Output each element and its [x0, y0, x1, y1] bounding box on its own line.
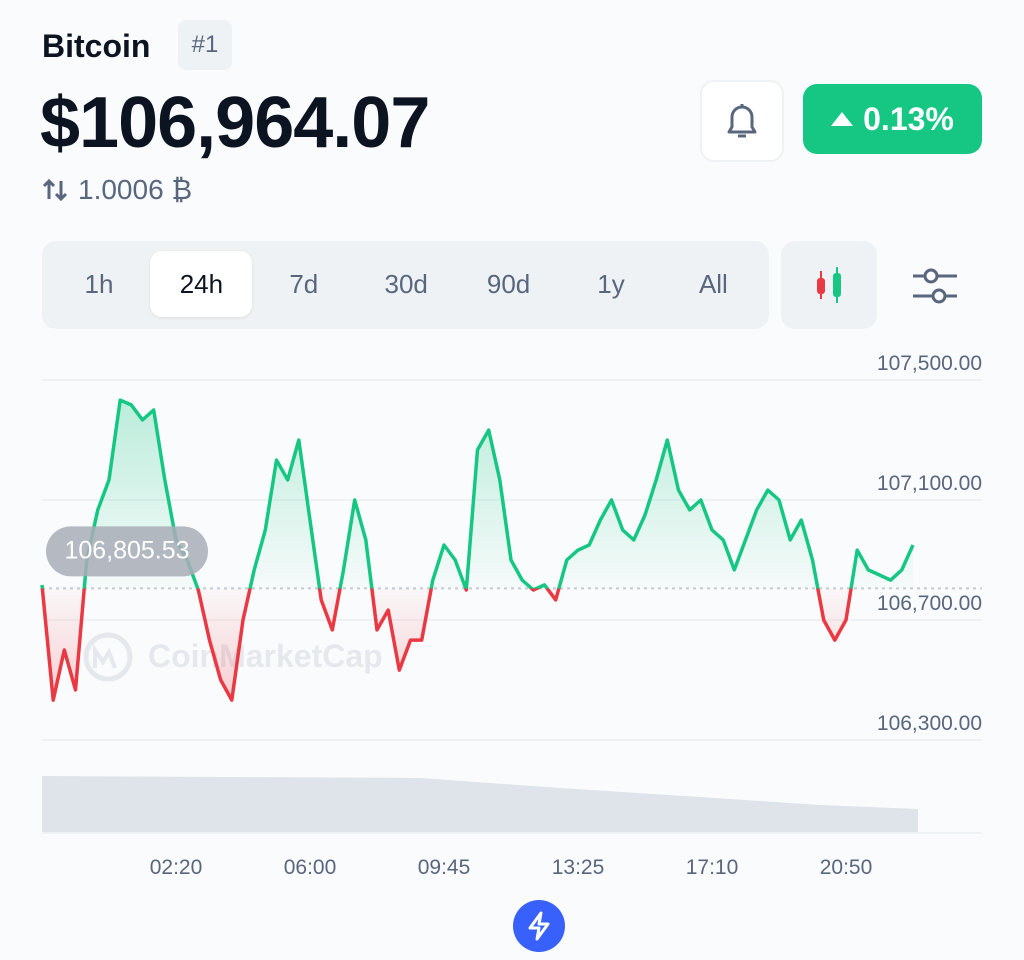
range-tab[interactable]: 1y [597, 268, 625, 299]
alert-button[interactable] [700, 80, 784, 162]
y-tick-label: 107,100.00 [877, 472, 982, 495]
sliders-icon [913, 268, 957, 304]
quick-action[interactable] [513, 900, 565, 952]
range-tab[interactable]: 7d [289, 268, 319, 299]
watermark-text: CoinMarketCap [148, 638, 383, 674]
x-tick-label: 09:45 [418, 856, 471, 879]
baseline-pill [46, 526, 208, 577]
y-tick-label: 106,300.00 [877, 712, 982, 735]
rank-badge: #1 [178, 20, 232, 70]
y-tick-label: 107,500.00 [877, 352, 982, 375]
range-tabs: 1h 24h 7d 30d 90d 1y All [42, 241, 769, 329]
candle-icon [817, 267, 841, 303]
up-arrow [831, 112, 854, 126]
price: $106,964.07 [40, 83, 430, 163]
range-tab[interactable]: 30d [384, 268, 428, 299]
x-tick-label: 13:25 [552, 856, 605, 879]
range-tab[interactable]: 24h [150, 251, 253, 317]
coin-name: Bitcoin [42, 28, 151, 64]
change-badge: 0.13% [803, 84, 982, 154]
x-tick-label: 20:50 [820, 856, 873, 879]
range-tab[interactable]: 1h [84, 268, 114, 299]
lightning-icon [528, 911, 550, 941]
y-tick-label: 106,700.00 [877, 592, 982, 615]
range-tab[interactable]: All [698, 268, 728, 299]
settings-button[interactable] [905, 258, 965, 314]
x-tick-label: 06:00 [284, 856, 337, 879]
swap-icon [42, 178, 68, 202]
btc-row: 1.0006 ₿ [42, 174, 192, 206]
x-tick-label: 17:10 [686, 856, 739, 879]
range-tab[interactable]: 90d [486, 268, 531, 299]
price-line [40, 398, 915, 702]
baseline-label: 106,805.53 [64, 536, 189, 564]
area-fill [42, 400, 913, 701]
x-tick-label: 02:20 [150, 856, 203, 879]
bell-icon [727, 104, 757, 138]
candle-toggle[interactable] [781, 241, 877, 329]
volume-area [42, 776, 918, 833]
change-value: 0.13% [863, 100, 954, 137]
watermark: CoinMarketCap [83, 632, 383, 682]
btc-amount: 1.0006 ₿ [78, 174, 193, 205]
